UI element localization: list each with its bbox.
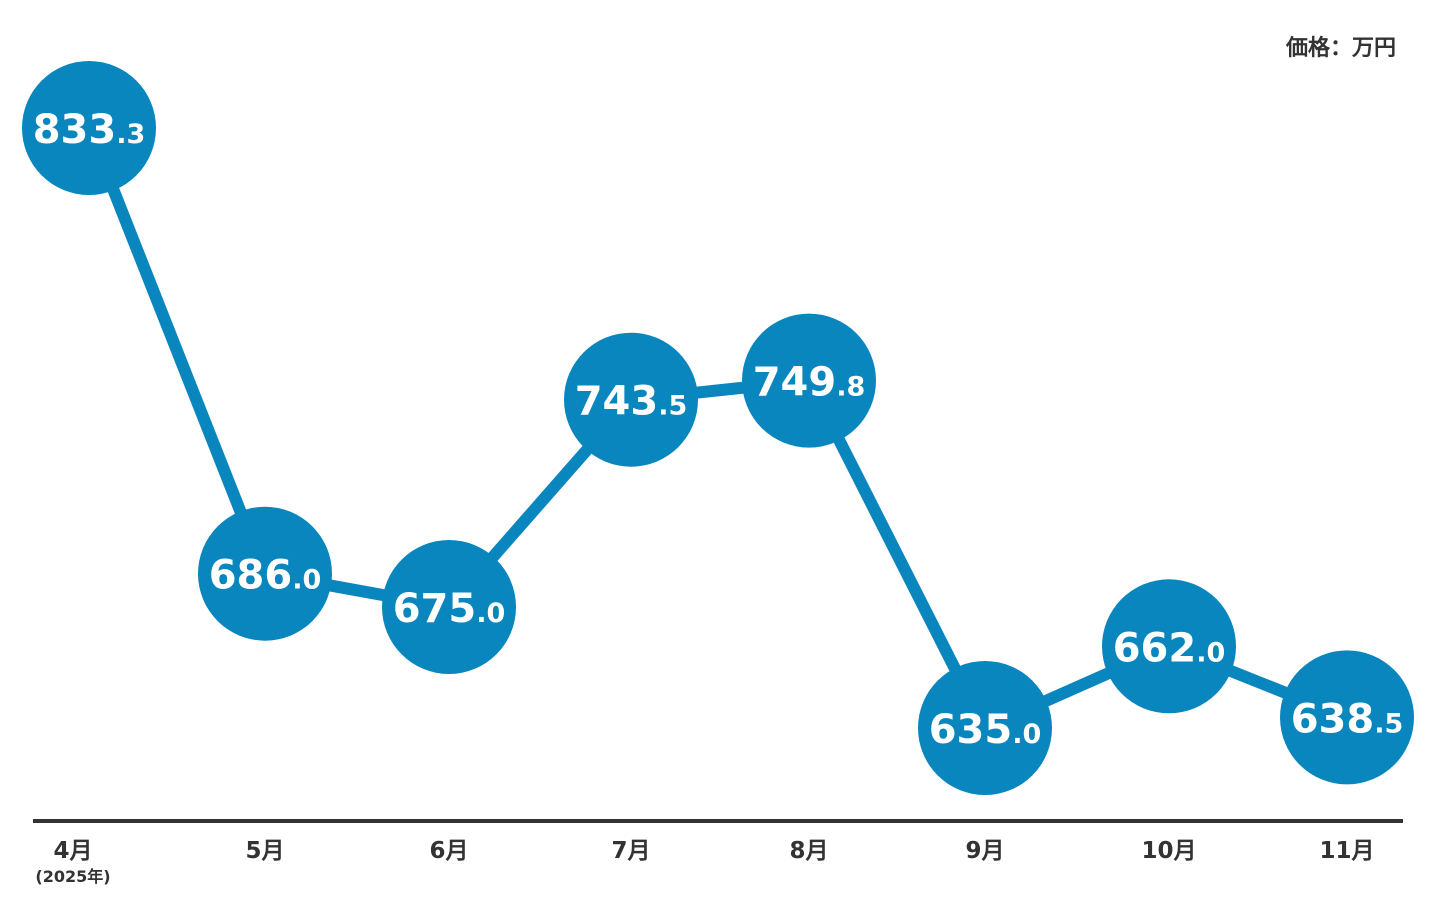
year-note: (2025年) bbox=[35, 867, 110, 886]
data-label-dec: .0 bbox=[1012, 719, 1041, 750]
x-tick-label: 4月 bbox=[53, 838, 92, 864]
point-marker bbox=[918, 661, 1052, 795]
x-tick-label: 9月 bbox=[965, 838, 1004, 864]
data-label-dec: .8 bbox=[836, 372, 865, 403]
data-label-int: 749 bbox=[753, 360, 837, 406]
data-label-dec: .0 bbox=[292, 565, 321, 596]
data-label-int: 635 bbox=[929, 707, 1013, 753]
data-label: 638.5 bbox=[1291, 696, 1404, 742]
data-label: 743.5 bbox=[575, 379, 688, 425]
data-label: 675.0 bbox=[393, 586, 506, 632]
point-marker bbox=[1280, 650, 1414, 785]
data-label-int: 743 bbox=[575, 379, 659, 425]
data-label-dec: .3 bbox=[116, 119, 145, 150]
x-tick-label: 11月 bbox=[1319, 838, 1374, 864]
data-label-dec: .0 bbox=[476, 598, 505, 629]
x-tick-label: 10月 bbox=[1141, 838, 1196, 864]
x-tick-label: 8月 bbox=[789, 838, 828, 864]
data-label-dec: .0 bbox=[1196, 637, 1225, 668]
point-marker bbox=[564, 332, 698, 467]
data-label-int: 675 bbox=[393, 586, 477, 632]
data-label: 749.8 bbox=[753, 360, 866, 406]
point-marker bbox=[382, 540, 516, 674]
data-label-int: 662 bbox=[1113, 625, 1197, 671]
point-marker bbox=[22, 61, 156, 195]
data-label-dec: .5 bbox=[658, 391, 687, 422]
point-marker bbox=[742, 313, 876, 448]
data-label: 635.0 bbox=[929, 707, 1042, 753]
x-tick-label: 5月 bbox=[245, 838, 284, 864]
data-label: 662.0 bbox=[1113, 625, 1226, 671]
data-label: 833.3 bbox=[33, 107, 146, 153]
data-label-int: 833 bbox=[33, 107, 117, 153]
data-label-int: 638 bbox=[1291, 696, 1375, 742]
point-marker bbox=[198, 506, 332, 641]
data-label: 686.0 bbox=[209, 553, 322, 599]
x-tick-label: 7月 bbox=[611, 838, 650, 864]
data-label-dec: .5 bbox=[1374, 708, 1403, 739]
unit-label: 価格：万円 bbox=[1285, 36, 1396, 61]
data-label-int: 686 bbox=[209, 553, 293, 599]
point-marker bbox=[1102, 579, 1236, 714]
x-tick-label: 6月 bbox=[429, 838, 468, 864]
